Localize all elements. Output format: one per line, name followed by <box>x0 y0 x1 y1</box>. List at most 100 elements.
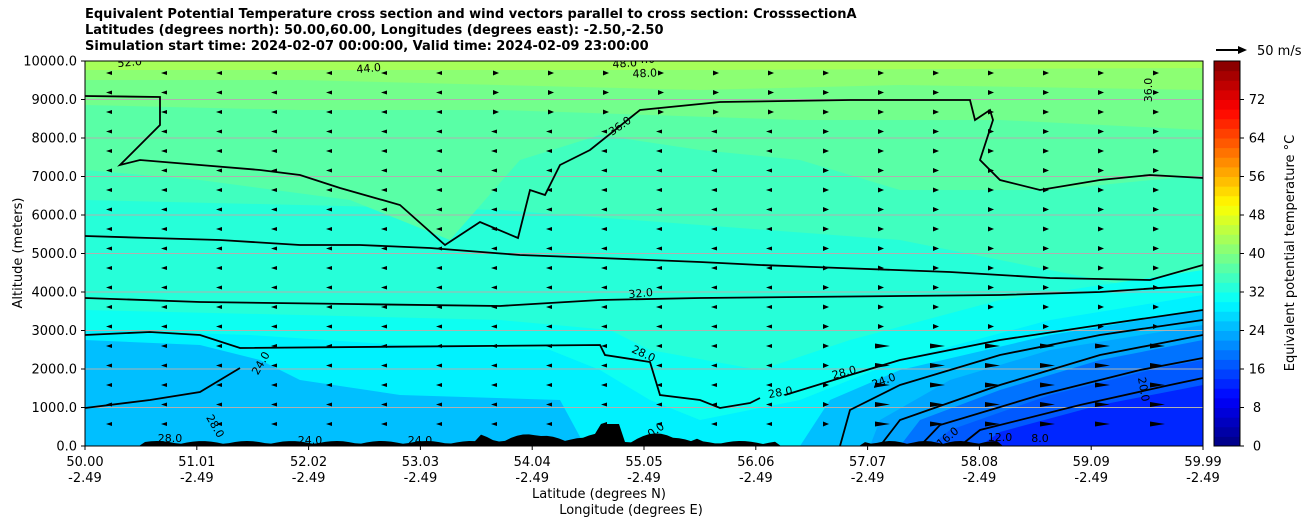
wind-vector-icon <box>601 266 607 270</box>
wind-vector-icon <box>1098 265 1104 271</box>
wind-vector-icon <box>216 168 222 173</box>
chart-title-line-3: Simulation start time: 2024-02-07 00:00:… <box>85 39 649 54</box>
wind-vector-icon <box>546 383 552 387</box>
wind-vector-icon <box>326 168 332 173</box>
wind-vector-icon <box>381 149 387 153</box>
colorbar-tick-label-0: 0 <box>1253 440 1261 455</box>
wind-vector-icon <box>930 343 945 349</box>
wind-vector-icon <box>216 363 222 368</box>
wind-vector-icon <box>436 324 442 329</box>
wind-vector-icon <box>658 90 664 95</box>
wind-vector-icon <box>271 110 277 114</box>
wind-vector-icon <box>106 168 112 173</box>
wind-vector-icon <box>106 363 112 368</box>
y-axis: 0.0 1000.0 2000.0 3000.0 4000.0 5000.0 6000.0 7… <box>23 55 85 455</box>
wind-vector-icon <box>656 207 662 212</box>
wind-vector-icon <box>878 168 884 173</box>
wind-vector-icon <box>656 402 662 407</box>
wind-vector-icon <box>381 305 387 309</box>
x-tick-label-lon-7: -2.49 <box>851 471 885 486</box>
wind-vector-icon <box>713 70 719 76</box>
wind-vector-icon <box>1043 187 1049 193</box>
wind-vector-icon <box>216 90 222 95</box>
wind-vector-icon <box>601 383 607 387</box>
colorbar-swatch-19 <box>1214 253 1240 264</box>
wind-vector-icon <box>381 188 387 192</box>
wind-vector-icon <box>823 90 829 95</box>
wind-vector-icon <box>988 265 994 271</box>
field-band-4 <box>85 61 1203 70</box>
wind-vector-icon <box>988 324 994 329</box>
quiver-key-arrow-icon <box>1238 46 1247 54</box>
wind-vector-icon <box>930 363 945 368</box>
colorbar-swatch-33 <box>1214 118 1240 129</box>
wind-vector-icon <box>436 246 442 251</box>
colorbar-swatch-32 <box>1214 128 1240 139</box>
wind-vector-icon <box>1098 129 1104 134</box>
wind-vector-icon <box>161 227 167 231</box>
wind-vector-icon <box>271 422 277 426</box>
contour-label-16: 24.0 <box>408 434 433 447</box>
wind-vector-icon <box>216 324 222 329</box>
wind-vector-icon <box>436 110 442 114</box>
wind-vector-icon <box>823 304 829 310</box>
wind-vector-icon <box>823 70 829 76</box>
wind-vector-icon <box>381 110 387 114</box>
colorbar-swatch-16 <box>1214 282 1240 293</box>
wind-vector-icon <box>933 226 939 232</box>
y-tick-label-6: 6000.0 <box>32 209 78 224</box>
wind-vector-icon <box>216 402 222 407</box>
wind-vector-icon <box>161 149 167 153</box>
wind-vector-icon <box>381 227 387 231</box>
wind-vector-icon <box>326 305 332 309</box>
wind-vector-icon <box>326 149 332 153</box>
wind-vector-icon <box>601 363 607 368</box>
wind-vector-icon <box>381 402 387 407</box>
wind-vector-icon <box>1043 304 1049 310</box>
x-tick-label-lon-5: -2.49 <box>627 471 661 486</box>
wind-vector-icon <box>491 285 497 290</box>
colorbar-swatch-20 <box>1214 243 1240 254</box>
wind-vector-icon <box>161 363 167 368</box>
wind-vector-icon <box>106 266 112 270</box>
wind-vector-icon <box>1098 70 1104 76</box>
colorbar-swatch-4 <box>1214 397 1240 408</box>
wind-vector-icon <box>436 71 442 75</box>
wind-vector-icon <box>381 207 387 212</box>
colorbar-swatch-15 <box>1214 292 1240 303</box>
wind-vector-icon <box>988 109 994 115</box>
wind-vector-icon <box>766 285 772 290</box>
wind-vector-icon <box>546 188 552 192</box>
wind-vector-icon <box>656 246 662 251</box>
wind-vector-icon <box>766 324 772 329</box>
wind-vector-icon <box>711 207 717 212</box>
wind-vector-icon <box>1153 324 1159 329</box>
quiver-key: 50 m/s <box>1216 44 1302 59</box>
wind-vector-icon <box>711 266 717 270</box>
wind-vector-icon <box>381 422 387 426</box>
wind-vector-icon <box>933 304 939 310</box>
colorbar-swatch-29 <box>1214 157 1240 168</box>
wind-vector-icon <box>106 110 112 114</box>
wind-vector-icon <box>491 383 497 387</box>
wind-vector-icon <box>878 207 884 212</box>
wind-vector-icon <box>1040 402 1055 407</box>
wind-vector-icon <box>933 168 939 173</box>
wind-vector-icon <box>768 109 774 115</box>
contour-label-15: 24.0 <box>298 434 323 447</box>
colorbar-swatch-27 <box>1214 176 1240 187</box>
wind-vector-icon <box>491 363 497 368</box>
wind-vector-icon <box>933 265 939 271</box>
wind-vector-icon <box>326 246 332 251</box>
wind-vector-icon <box>601 324 607 329</box>
wind-vector-icon <box>985 363 1000 368</box>
wind-vector-icon <box>161 207 167 212</box>
wind-vector-icon <box>491 227 497 231</box>
y-axis-label: Altitude (meters) <box>11 198 26 309</box>
colorbar-tick-label-3: 24 <box>1249 324 1266 339</box>
wind-vector-icon <box>1153 246 1159 251</box>
wind-vector-icon <box>658 70 664 76</box>
wind-vector-icon <box>823 246 829 251</box>
wind-vector-icon <box>601 402 607 407</box>
